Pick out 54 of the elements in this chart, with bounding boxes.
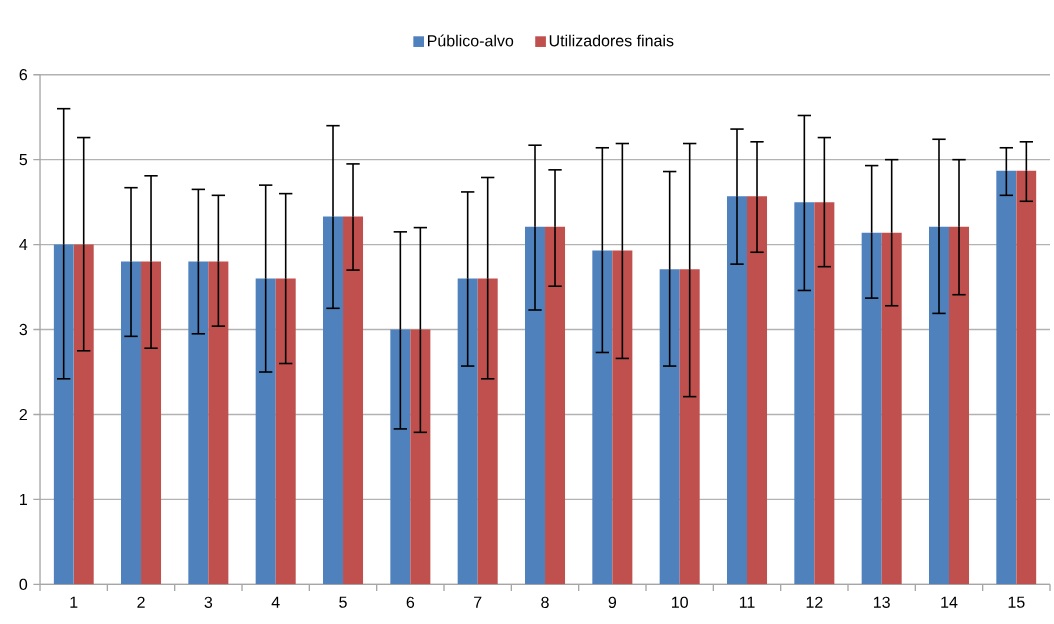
bar	[323, 216, 344, 585]
bar	[794, 201, 815, 585]
x-tick-label: 7	[474, 596, 482, 608]
bar	[525, 226, 546, 585]
bar	[861, 232, 882, 585]
x-tick-label: 3	[204, 596, 213, 608]
bar	[545, 226, 566, 585]
x-tick-label: 5	[339, 596, 347, 608]
x-tick-label: 13	[873, 596, 890, 608]
bar	[343, 216, 364, 585]
x-tick-label: 2	[137, 596, 145, 608]
bar	[592, 250, 613, 585]
x-tick-label: 6	[406, 596, 415, 608]
y-tick-label: 2	[19, 408, 27, 420]
bar	[996, 170, 1017, 585]
bar	[255, 278, 276, 585]
bar	[949, 226, 970, 585]
bar	[53, 244, 74, 585]
bar	[457, 278, 478, 585]
legend-label: Público-alvo	[427, 34, 514, 47]
bar	[1016, 170, 1037, 585]
bar	[477, 278, 498, 585]
y-tick-label: 1	[20, 493, 27, 505]
x-tick-label: 8	[541, 596, 549, 608]
legend-label: Utilizadores finais	[549, 34, 674, 47]
x-tick-label: 14	[941, 596, 958, 608]
bar	[208, 261, 229, 585]
y-tick-label: 6	[19, 68, 28, 81]
y-tick-label: 0	[19, 578, 28, 590]
bar	[679, 269, 700, 585]
bar	[747, 195, 768, 585]
x-tick-label: 9	[608, 596, 617, 608]
y-tick-label: 4	[19, 238, 28, 250]
x-tick-label: 12	[806, 596, 823, 608]
bar	[929, 226, 950, 585]
bar	[390, 329, 411, 585]
bar	[73, 244, 94, 585]
y-tick-label: 5	[19, 153, 28, 166]
bar	[612, 250, 633, 585]
bar	[659, 269, 680, 585]
bar	[188, 261, 209, 585]
x-tick-label: 11	[739, 596, 755, 608]
x-tick-label: 15	[1008, 596, 1025, 608]
bar	[881, 232, 902, 585]
bar	[121, 261, 142, 585]
bar	[141, 261, 162, 585]
x-tick-label: 4	[271, 596, 280, 608]
x-tick-label: 10	[671, 596, 688, 608]
bar	[727, 195, 748, 585]
y-tick-label: 3	[19, 323, 28, 336]
bar	[814, 201, 835, 585]
bar	[410, 329, 431, 585]
bar	[275, 278, 296, 585]
x-tick-label: 1	[70, 596, 78, 608]
